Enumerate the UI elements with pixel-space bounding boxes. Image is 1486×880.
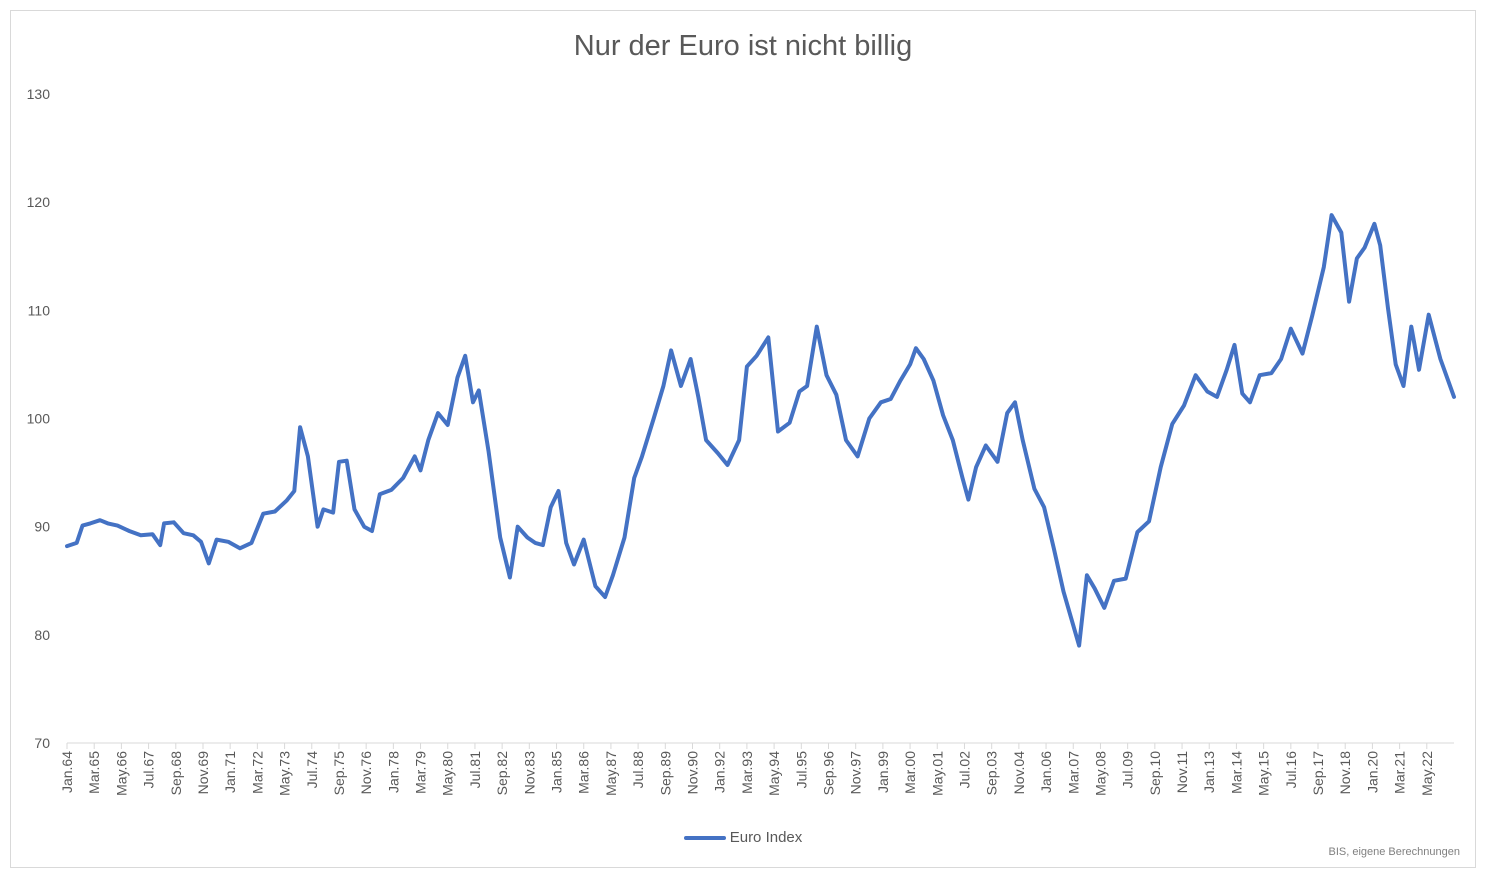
x-tick-label: Jul.09 <box>1120 751 1136 789</box>
x-tick-label: Jan.06 <box>1038 751 1054 793</box>
y-tick-label: 80 <box>34 627 50 643</box>
x-tick-label: Sep.96 <box>820 751 836 796</box>
x-tick-label: Mar.00 <box>902 751 918 794</box>
x-axis: Jan.64 Mar.65 May.66 Jul.67 Sep.68 Nov.69 Jan.… <box>59 742 1454 796</box>
x-tick-label: Nov.90 <box>685 751 701 795</box>
x-tick-label: Mar.79 <box>413 751 429 794</box>
chart-title: Nur der Euro ist nicht billig <box>573 30 913 62</box>
x-tick-label: Jan.13 <box>1201 751 1217 793</box>
x-tick-label: May.94 <box>766 751 782 796</box>
x-tick-label: Jul.67 <box>141 751 157 789</box>
x-tick-label: Mar.72 <box>249 751 265 794</box>
x-tick-label: Jan.20 <box>1364 751 1380 793</box>
x-tick-label: Nov.18 <box>1337 751 1353 795</box>
legend-swatch <box>683 836 726 841</box>
x-tick-label: Mar.93 <box>739 751 755 794</box>
x-tick-label: Jul.02 <box>956 751 972 789</box>
x-tick-label: Nov.04 <box>1011 751 1027 795</box>
x-tick-label: Jul.81 <box>467 751 483 789</box>
chart-frame <box>10 10 1476 868</box>
x-tick-label: May.01 <box>929 751 945 796</box>
x-tick-label: Nov.97 <box>848 751 864 795</box>
x-tick-label: Sep.03 <box>984 751 1000 796</box>
x-tick-label: Jul.95 <box>793 751 809 789</box>
y-tick-label: 100 <box>27 411 51 427</box>
x-tick-label: Sep.89 <box>657 751 673 796</box>
x-tick-label: Jan.99 <box>875 751 891 793</box>
y-tick-label: 130 <box>27 86 51 102</box>
x-tick-label: May.15 <box>1256 751 1272 796</box>
x-tick-label: Jan.85 <box>549 751 565 793</box>
x-tick-label: Sep.82 <box>494 751 510 796</box>
x-tick-label: Jul.74 <box>304 751 320 789</box>
x-tick-label: Sep.75 <box>331 751 347 796</box>
series-layer <box>65 213 1456 648</box>
x-tick-label: Jan.92 <box>712 751 728 793</box>
y-axis: 70 80 90 100 110 120 130 <box>27 86 51 751</box>
y-tick-label: 110 <box>28 302 51 318</box>
x-tick-label: Jul.88 <box>630 751 646 789</box>
x-tick-label: Jul.16 <box>1283 751 1299 789</box>
x-tick-label: Nov.69 <box>195 751 211 795</box>
y-tick-label: 70 <box>34 735 50 751</box>
x-tick-label: May.08 <box>1092 751 1108 796</box>
y-tick-label: 90 <box>34 519 50 535</box>
x-tick-label: Mar.14 <box>1228 751 1244 794</box>
x-tick-label: Mar.86 <box>576 751 592 794</box>
x-tick-label: Mar.65 <box>86 751 102 794</box>
x-tick-label: May.87 <box>603 751 619 796</box>
x-tick-label: Nov.76 <box>358 751 374 795</box>
x-tick-label: Sep.10 <box>1147 751 1163 796</box>
legend: Euro Index <box>0 829 1486 846</box>
x-tick-label: Mar.21 <box>1392 751 1408 794</box>
x-tick-label: Nov.83 <box>521 751 537 795</box>
x-tick-label: Nov.11 <box>1174 751 1190 793</box>
legend-label: Euro Index <box>729 829 803 846</box>
y-tick-label: 120 <box>27 194 51 210</box>
x-tick-label: Sep.68 <box>168 751 184 796</box>
x-tick-label: May.22 <box>1419 751 1435 796</box>
x-tick-label: Jan.78 <box>385 751 401 793</box>
x-tick-label: May.73 <box>277 751 293 796</box>
x-tick-label: Jan.64 <box>59 751 75 793</box>
x-tick-label: May.66 <box>113 751 129 796</box>
x-tick-label: Mar.07 <box>1065 751 1081 794</box>
source-note: BIS, eigene Berechnungen <box>1328 846 1461 858</box>
x-tick-label: Jan.71 <box>222 751 238 793</box>
x-tick-label: May.80 <box>440 751 456 796</box>
series-line-euro-index <box>65 213 1456 648</box>
x-tick-label: Sep.17 <box>1310 751 1326 796</box>
